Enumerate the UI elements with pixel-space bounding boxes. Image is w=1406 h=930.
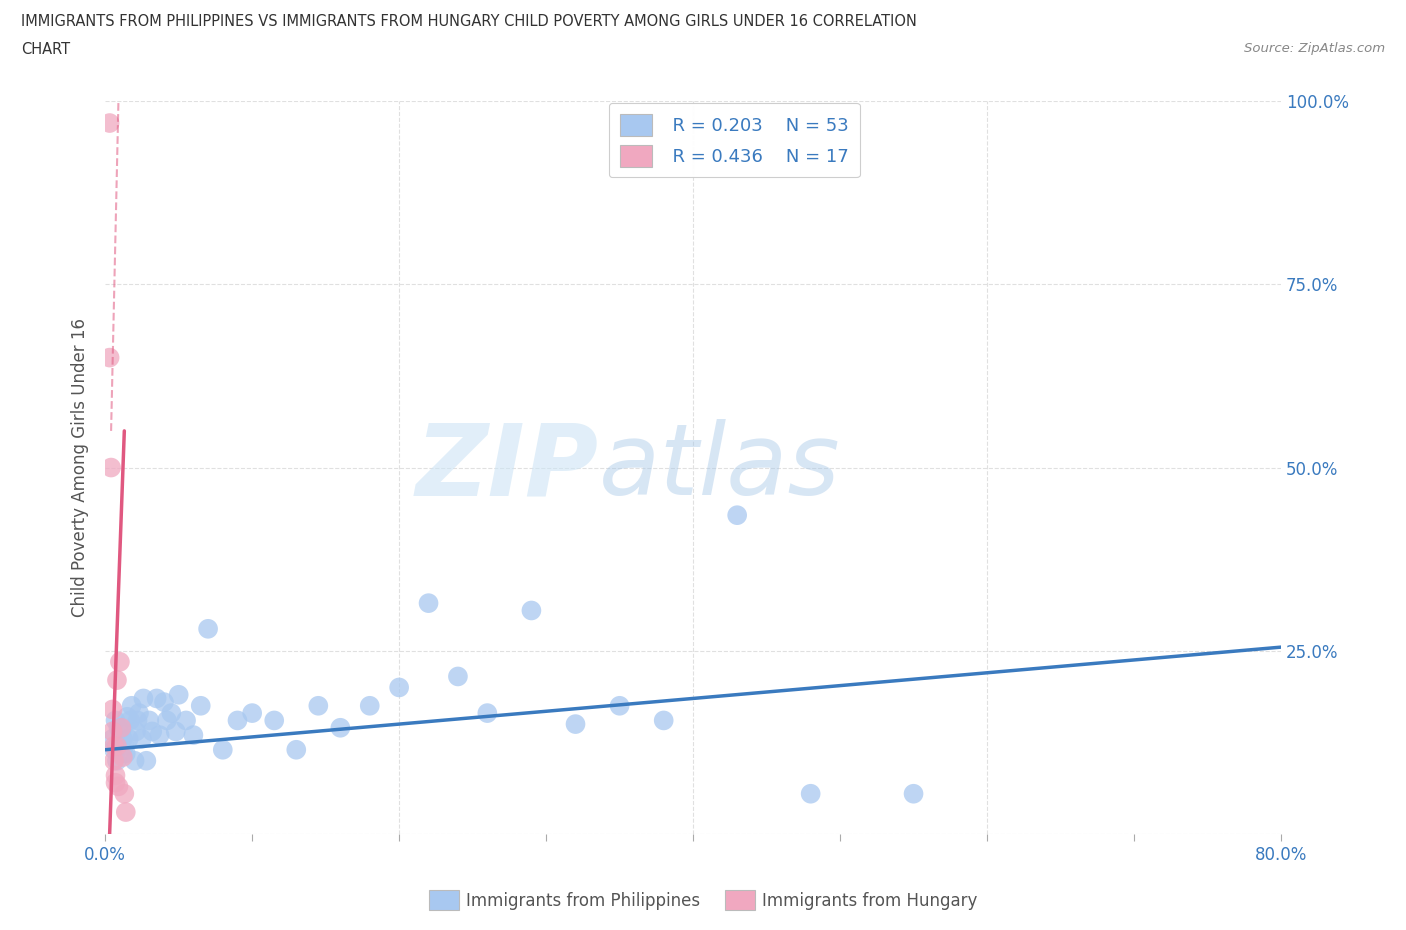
- Point: [800, 786, 823, 801]
- Point: [183, 727, 205, 742]
- Point: [107, 721, 129, 736]
- Point: [609, 698, 631, 713]
- Point: [564, 717, 586, 732]
- Point: [120, 713, 142, 728]
- Point: [131, 731, 153, 746]
- Point: [135, 753, 157, 768]
- Legend: Immigrants from Philippines, Immigrants from Hungary: Immigrants from Philippines, Immigrants …: [422, 884, 984, 917]
- Point: [329, 721, 352, 736]
- Point: [388, 680, 411, 695]
- Point: [132, 691, 155, 706]
- Text: CHART: CHART: [21, 42, 70, 57]
- Point: [725, 508, 748, 523]
- Point: [174, 713, 197, 728]
- Point: [121, 698, 143, 713]
- Point: [240, 706, 263, 721]
- Point: [127, 713, 149, 728]
- Text: atlas: atlas: [599, 419, 841, 516]
- Point: [105, 672, 128, 687]
- Point: [149, 727, 172, 742]
- Point: [110, 724, 132, 738]
- Point: [117, 710, 139, 724]
- Point: [477, 706, 499, 721]
- Point: [101, 731, 124, 746]
- Legend:   R = 0.203    N = 53,   R = 0.436    N = 17: R = 0.203 N = 53, R = 0.436 N = 17: [609, 102, 859, 178]
- Point: [108, 655, 131, 670]
- Text: IMMIGRANTS FROM PHILIPPINES VS IMMIGRANTS FROM HUNGARY CHILD POVERTY AMONG GIRLS: IMMIGRANTS FROM PHILIPPINES VS IMMIGRANT…: [21, 14, 917, 29]
- Point: [114, 746, 136, 761]
- Point: [105, 753, 128, 768]
- Point: [520, 603, 543, 618]
- Point: [359, 698, 381, 713]
- Point: [418, 596, 440, 611]
- Point: [108, 735, 131, 750]
- Point: [165, 724, 187, 738]
- Point: [98, 351, 121, 365]
- Point: [263, 713, 285, 728]
- Point: [100, 460, 122, 475]
- Point: [125, 724, 148, 738]
- Point: [160, 706, 183, 721]
- Point: [153, 695, 176, 710]
- Point: [101, 702, 124, 717]
- Point: [197, 621, 219, 636]
- Point: [105, 738, 128, 753]
- Point: [112, 738, 135, 753]
- Point: [114, 804, 136, 819]
- Point: [307, 698, 329, 713]
- Point: [101, 724, 124, 738]
- Point: [104, 713, 127, 728]
- Point: [103, 742, 125, 757]
- Point: [111, 731, 134, 746]
- Point: [98, 115, 121, 130]
- Point: [104, 776, 127, 790]
- Point: [211, 742, 233, 757]
- Point: [104, 768, 127, 783]
- Point: [903, 786, 925, 801]
- Point: [111, 750, 134, 764]
- Text: Source: ZipAtlas.com: Source: ZipAtlas.com: [1244, 42, 1385, 55]
- Point: [141, 724, 163, 738]
- Point: [118, 731, 141, 746]
- Point: [107, 779, 129, 794]
- Point: [652, 713, 675, 728]
- Point: [226, 713, 249, 728]
- Point: [190, 698, 212, 713]
- Point: [103, 753, 125, 768]
- Text: ZIP: ZIP: [416, 419, 599, 516]
- Y-axis label: Child Poverty Among Girls Under 16: Child Poverty Among Girls Under 16: [72, 318, 89, 617]
- Point: [447, 669, 470, 684]
- Point: [285, 742, 308, 757]
- Point: [156, 713, 179, 728]
- Point: [128, 706, 150, 721]
- Point: [112, 786, 135, 801]
- Point: [103, 738, 125, 753]
- Point: [167, 687, 190, 702]
- Point: [110, 721, 132, 736]
- Point: [145, 691, 167, 706]
- Point: [138, 713, 160, 728]
- Point: [124, 753, 146, 768]
